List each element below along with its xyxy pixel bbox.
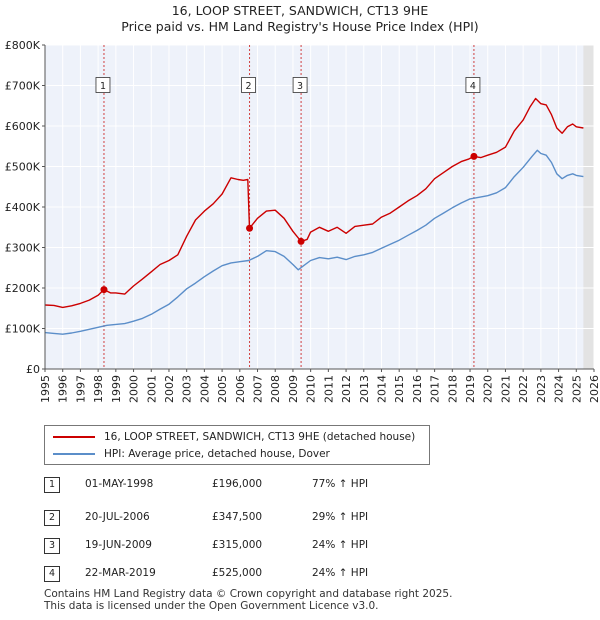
x-tick-label: 2014 (375, 375, 388, 403)
sale-point (246, 224, 254, 232)
y-tick-label: £200K (5, 282, 41, 295)
sale-row: 3 19-JUN-2009 £315,000 24% ↑ HPI (0, 535, 600, 557)
sale-label-number: 4 (470, 81, 476, 92)
sale-label-number: 3 (297, 81, 303, 92)
y-tick-label: £0 (26, 363, 40, 376)
sale-number-badge: 3 (44, 538, 60, 554)
x-tick-label: 1998 (92, 375, 105, 403)
sale-label-box (465, 77, 481, 93)
legend-item-hpi: HPI: Average price, detached house, Dove… (53, 446, 330, 462)
x-tick-label: 2004 (198, 375, 211, 403)
x-tick-label: 1995 (39, 375, 52, 403)
legend-label-hpi: HPI: Average price, detached house, Dove… (104, 448, 330, 460)
x-tick-label: 2017 (429, 375, 442, 403)
sale-hpi-diff: 24% ↑ HPI (312, 539, 369, 551)
sale-hpi-diff: 29% ↑ HPI (312, 511, 369, 523)
chart-canvas: 1 2 3 4 £0 £100K £200K £300K £400K £500K £600K £700… (5, 39, 600, 403)
legend-label-property: 16, LOOP STREET, SANDWICH, CT13 9HE (det… (104, 431, 416, 443)
legend-item-property: 16, LOOP STREET, SANDWICH, CT13 9HE (det… (53, 429, 415, 445)
y-tick-label: £300K (5, 242, 41, 255)
sale-row: 1 01-MAY-1998 £196,000 77% ↑ HPI (0, 474, 600, 496)
y-tick-label: £600K (5, 120, 41, 133)
sale-date: 22-MAR-2019 (85, 567, 156, 579)
legend-swatch-property (53, 436, 95, 438)
sale-label-box (292, 77, 308, 93)
x-tick-label: 2007 (252, 375, 265, 403)
sale-hpi-diff: 77% ↑ HPI (312, 478, 369, 490)
series-line-property (44, 97, 584, 309)
x-tick-label: 2023 (535, 375, 548, 403)
y-tick-label: £500K (5, 161, 41, 174)
x-tick-label: 2005 (216, 375, 229, 403)
legend-swatch-hpi (53, 453, 95, 455)
footer-line-2: This data is licensed under the Open Gov… (44, 600, 379, 612)
x-tick-label: 2018 (446, 375, 459, 403)
sale-date: 01-MAY-1998 (85, 478, 154, 490)
chart-title: 16, LOOP STREET, SANDWICH, CT13 9HE (171, 3, 429, 18)
x-tick-label: 2016 (411, 375, 424, 403)
x-tick-label: 2013 (358, 375, 371, 403)
sale-number-badge: 4 (44, 566, 60, 582)
y-tick-label: £400K (5, 201, 41, 214)
x-tick-label: 2025 (570, 375, 583, 403)
x-tick-label: 2012 (340, 375, 353, 403)
x-tick-label: 2009 (287, 375, 300, 403)
x-tick-label: 2000 (128, 375, 141, 403)
x-tick-label: 1997 (74, 375, 87, 403)
x-tick-label: 2002 (163, 375, 176, 403)
x-tick-label: 2015 (393, 375, 406, 403)
sale-number-badge: 2 (44, 510, 60, 526)
sale-date: 19-JUN-2009 (85, 539, 152, 551)
x-tick-label: 1996 (57, 375, 70, 403)
x-tick-label: 2001 (145, 375, 158, 403)
footer-attribution: Contains HM Land Registry data © Crown c… (44, 588, 452, 612)
y-tick-label: £700K (5, 80, 41, 93)
chart-legend: 16, LOOP STREET, SANDWICH, CT13 9HE (det… (44, 425, 430, 465)
sale-label-number: 1 (100, 81, 106, 92)
sale-row: 4 22-MAR-2019 £525,000 24% ↑ HPI (0, 563, 600, 585)
sale-price: £315,000 (212, 539, 263, 551)
sale-point (100, 286, 108, 294)
footer-line-1: Contains HM Land Registry data © Crown c… (44, 588, 453, 600)
x-tick-label: 2020 (482, 375, 495, 403)
x-tick-label: 2011 (322, 375, 335, 403)
y-tick-label: £100K (5, 323, 41, 336)
sale-label-box (241, 77, 256, 93)
x-tick-label: 2022 (517, 375, 530, 403)
x-tick-label: 2010 (305, 375, 318, 403)
x-tick-label: 2003 (181, 375, 194, 403)
y-tick-label: £800K (5, 39, 41, 52)
sale-point (297, 237, 305, 245)
sale-label-number: 2 (246, 81, 252, 92)
sale-hpi-diff: 24% ↑ HPI (312, 567, 369, 579)
chart-subtitle: Price paid vs. HM Land Registry's House … (121, 19, 479, 34)
x-tick-label: 2019 (464, 375, 477, 403)
x-tick-label: 2008 (269, 375, 282, 403)
x-tick-label: 1999 (110, 375, 123, 403)
series-line-hpi (44, 149, 584, 335)
sale-label-box (95, 77, 111, 93)
chart-title-block: 16, LOOP STREET, SANDWICH, CT13 9HE Pric… (0, 3, 600, 35)
sale-point (470, 152, 478, 160)
sale-number-badge: 1 (44, 477, 60, 493)
sale-row: 2 20-JUL-2006 £347,500 29% ↑ HPI (0, 507, 600, 529)
sale-price: £525,000 (212, 567, 263, 579)
x-tick-label: 2021 (499, 375, 512, 403)
sale-price: £347,500 (212, 511, 263, 523)
x-tick-label: 2006 (234, 375, 247, 403)
sale-date: 20-JUL-2006 (85, 511, 150, 523)
sale-price: £196,000 (212, 478, 263, 490)
x-tick-label: 2024 (553, 375, 566, 403)
x-tick-label: 2026 (588, 375, 600, 403)
